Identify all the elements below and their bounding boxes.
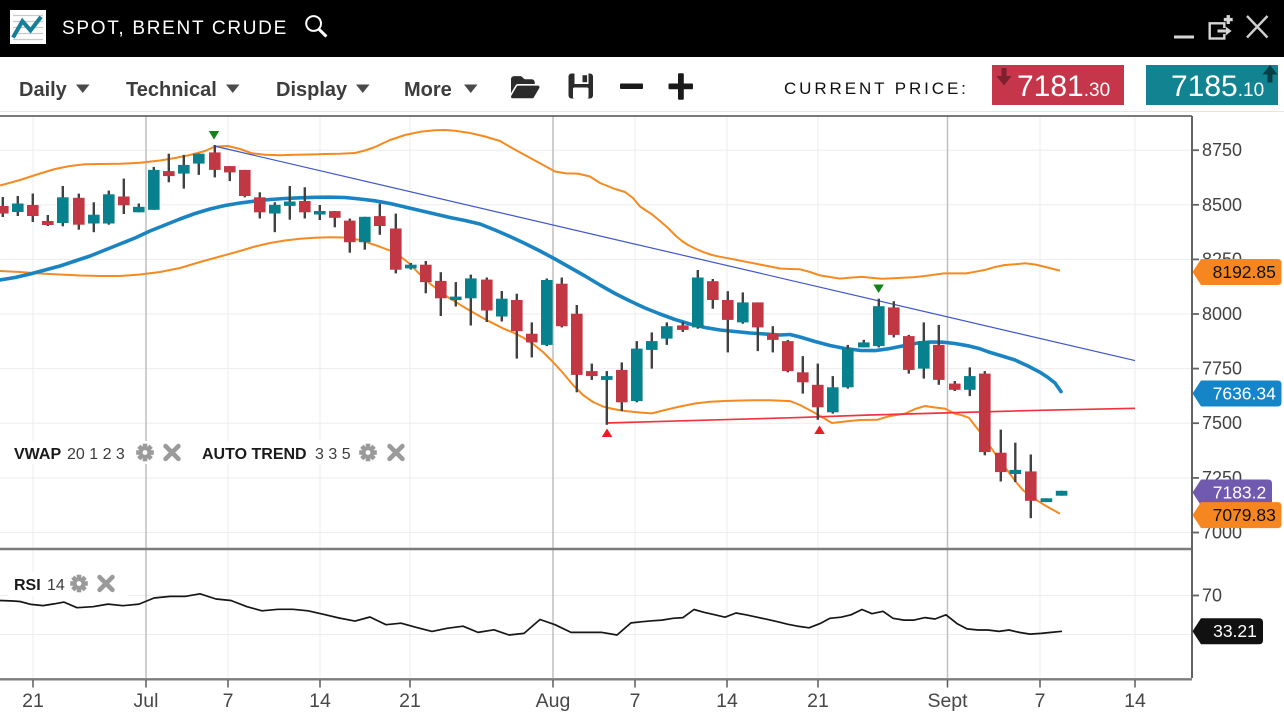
svg-text:14: 14 <box>716 690 738 712</box>
svg-text:21: 21 <box>399 690 421 712</box>
svg-text:7: 7 <box>630 690 641 712</box>
svg-text:33.21: 33.21 <box>1213 621 1257 641</box>
svg-text:Display: Display <box>276 79 348 101</box>
svg-text:8750: 8750 <box>1202 140 1242 160</box>
svg-text:Sept: Sept <box>927 690 968 712</box>
svg-text:70: 70 <box>1202 586 1222 606</box>
svg-text:3 3 5: 3 3 5 <box>315 446 351 463</box>
svg-text:Technical: Technical <box>126 79 217 101</box>
svg-text:RSI: RSI <box>14 577 41 594</box>
svg-text:VWAP: VWAP <box>14 446 61 463</box>
svg-text:20 1 2 3: 20 1 2 3 <box>67 446 125 463</box>
svg-text:7: 7 <box>1035 690 1046 712</box>
svg-text:8192.85: 8192.85 <box>1213 262 1276 282</box>
svg-text:More: More <box>404 79 452 101</box>
svg-text:8000: 8000 <box>1202 304 1242 324</box>
svg-text:Daily: Daily <box>19 79 68 101</box>
svg-text:Aug: Aug <box>536 690 571 712</box>
svg-text:Jul: Jul <box>134 690 159 712</box>
svg-text:21: 21 <box>22 690 44 712</box>
svg-text:7: 7 <box>223 690 234 712</box>
svg-text:CURRENT PRICE:: CURRENT PRICE: <box>784 79 969 98</box>
svg-text:14: 14 <box>1124 690 1146 712</box>
svg-text:7636.34: 7636.34 <box>1213 383 1277 403</box>
svg-text:7750: 7750 <box>1202 359 1242 379</box>
svg-text:7183.2: 7183.2 <box>1213 482 1267 502</box>
svg-text:21: 21 <box>807 690 829 712</box>
svg-text:SPOT, BRENT CRUDE: SPOT, BRENT CRUDE <box>62 18 288 39</box>
svg-text:AUTO TREND: AUTO TREND <box>202 446 307 463</box>
svg-text:8500: 8500 <box>1202 195 1242 215</box>
svg-text:14: 14 <box>47 577 65 594</box>
svg-text:7079.83: 7079.83 <box>1213 505 1276 525</box>
svg-text:14: 14 <box>309 690 331 712</box>
svg-text:7500: 7500 <box>1202 413 1242 433</box>
